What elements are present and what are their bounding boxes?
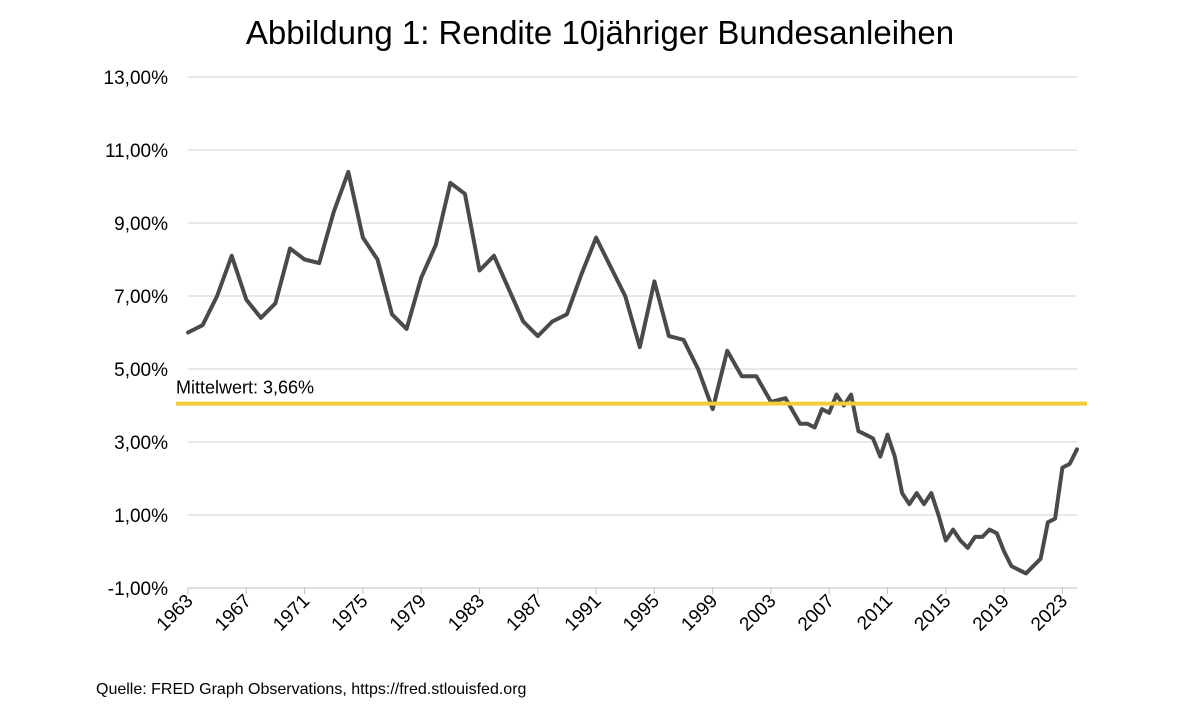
y-tick-label: 1,00% <box>114 506 168 527</box>
x-tick-label: 1991 <box>561 591 606 636</box>
x-axis: 1963 1967 1971 1975 1979 1983 1987 1991 1995 1999… <box>153 587 1077 636</box>
y-axis: -1,00% 1,00% 3,00% 5,00% 7,00% 9,00% 11,00% 13,… <box>104 68 169 600</box>
series-line <box>186 169 1079 576</box>
y-tick-label: -1,00% <box>108 579 168 600</box>
x-tick-label: 1971 <box>269 591 314 636</box>
x-tick-label: 1983 <box>444 591 489 636</box>
x-tick-label: 1999 <box>677 591 722 636</box>
x-tick-label: 2003 <box>736 591 781 636</box>
mean-label: Mittelwert: 3,66% <box>176 378 314 398</box>
series-layer <box>186 169 1079 576</box>
chart-title: Abbildung 1: Rendite 10jähriger Bundesan… <box>245 14 955 51</box>
x-tick-label: 2019 <box>969 591 1014 636</box>
x-tick-label: 2015 <box>911 591 956 636</box>
gridlines <box>188 76 1077 589</box>
y-tick-label: 7,00% <box>114 287 168 308</box>
y-tick-label: 9,00% <box>114 214 168 235</box>
x-tick-label: 2011 <box>853 591 897 635</box>
x-tick-label: 1987 <box>503 591 548 636</box>
x-tick-label: 2023 <box>1027 591 1072 636</box>
y-tick-label: 13,00% <box>104 68 169 89</box>
x-tick-label: 1975 <box>328 591 373 636</box>
source-note: Quelle: FRED Graph Observations, https:/… <box>96 681 527 698</box>
x-tick-label: 2007 <box>794 591 839 636</box>
x-tick-label: 1995 <box>619 591 664 636</box>
y-tick-label: 5,00% <box>114 360 168 381</box>
mean-layer: Mittelwert: 3,66% <box>176 378 1087 406</box>
x-tick-label: 1967 <box>211 591 256 636</box>
x-tick-label: 1979 <box>386 591 431 636</box>
y-tick-label: 3,00% <box>114 433 168 454</box>
y-tick-label: 11,00% <box>105 141 168 162</box>
